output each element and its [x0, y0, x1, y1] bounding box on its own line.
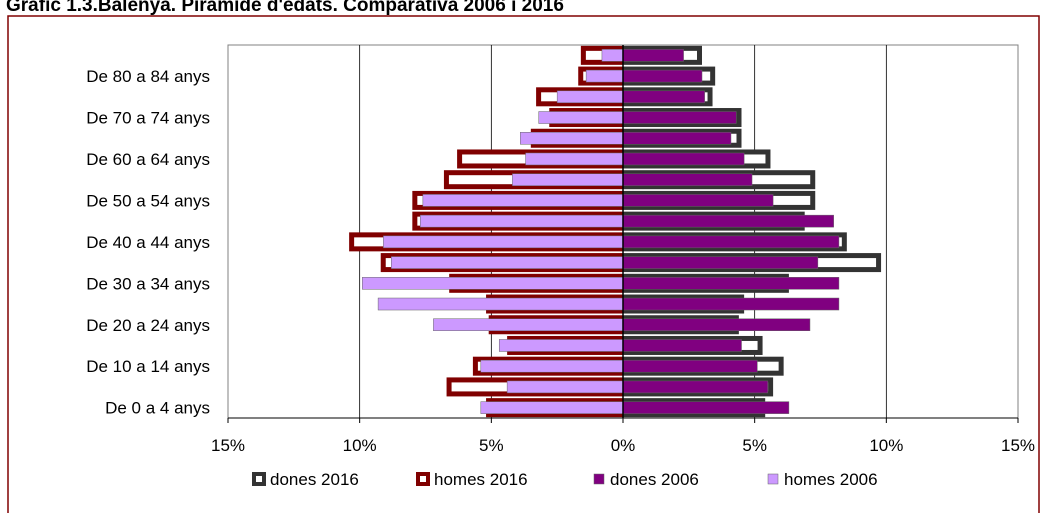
bar: [362, 277, 624, 290]
legend-label: dones 2016: [270, 470, 359, 489]
y-tick-label: De 80 a 84 anys: [86, 67, 210, 86]
x-tick-label: 15%: [211, 436, 245, 455]
bar: [585, 69, 624, 83]
chart-title: Gràfic 1.3.Balenyà. Piràmide d'edats. Co…: [6, 0, 564, 16]
bar: [538, 111, 624, 124]
bar: [377, 297, 624, 311]
bar: [383, 235, 624, 249]
bar: [520, 132, 624, 145]
bar: [601, 49, 624, 62]
bar: [622, 49, 684, 62]
bar: [622, 173, 753, 186]
bar: [622, 90, 705, 104]
y-tick-label: De 0 a 4 anys: [105, 399, 210, 418]
bar: [556, 90, 624, 104]
y-tick-label: De 60 a 64 anys: [86, 150, 210, 169]
bar: [622, 194, 774, 207]
bar: [622, 214, 834, 228]
legend-label: homes 2016: [434, 470, 528, 489]
x-tick-label: 5%: [479, 436, 504, 455]
y-tick-label: De 50 a 54 anys: [86, 191, 210, 210]
legend-marker: [416, 472, 430, 486]
bar: [512, 173, 624, 186]
x-tick-label: 15%: [1001, 436, 1035, 455]
legend-marker: [252, 472, 266, 486]
bar: [622, 401, 790, 414]
bar: [622, 380, 769, 394]
x-tick-label: 10%: [343, 436, 377, 455]
bar: [422, 194, 624, 207]
y-tick-label: De 70 a 74 anys: [86, 109, 210, 128]
bar: [433, 318, 624, 331]
x-tick-label: 0%: [611, 436, 636, 455]
bar: [391, 256, 624, 269]
bar: [622, 256, 819, 269]
x-tick-label: 5%: [742, 436, 767, 455]
bar: [622, 339, 742, 352]
legend-label: homes 2006: [784, 470, 878, 489]
bar: [622, 318, 811, 331]
bar: [480, 401, 624, 414]
bar: [622, 111, 737, 124]
bar: [622, 277, 840, 290]
bar: [622, 359, 758, 373]
bar: [525, 152, 624, 166]
y-tick-label: De 10 a 14 anys: [86, 357, 210, 376]
bar: [622, 132, 732, 145]
x-tick-label: 10%: [869, 436, 903, 455]
legend-label: dones 2006: [610, 470, 699, 489]
legend-marker: [767, 473, 779, 485]
y-tick-label: De 20 a 24 anys: [86, 316, 210, 335]
bar: [622, 69, 703, 83]
y-tick-label: De 30 a 34 anys: [86, 274, 210, 293]
bar: [506, 380, 624, 394]
bar: [622, 152, 745, 166]
bar: [622, 297, 840, 311]
legend-marker: [593, 473, 605, 485]
bar: [480, 359, 624, 373]
bar: [419, 214, 624, 228]
y-tick-label: De 40 a 44 anys: [86, 233, 210, 252]
bar: [498, 339, 624, 352]
bar: [622, 235, 840, 249]
